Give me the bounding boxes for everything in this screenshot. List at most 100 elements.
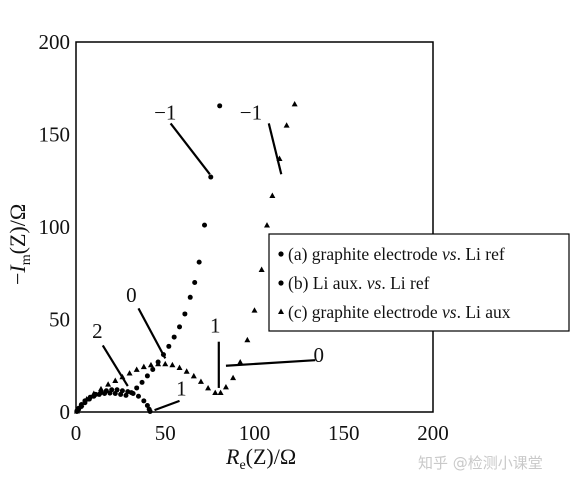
data-point-b	[103, 388, 109, 394]
data-point-a	[171, 334, 177, 340]
legend-box	[268, 233, 570, 332]
annotation-label: 1	[210, 313, 221, 337]
y-tick-label: 150	[39, 123, 71, 147]
data-point-b	[130, 391, 136, 396]
data-point-a	[144, 373, 150, 379]
annotation-label: 2	[92, 319, 103, 343]
data-point-a	[217, 103, 223, 109]
data-point-b	[125, 389, 131, 395]
data-point-a	[123, 392, 129, 398]
data-point-a	[196, 259, 202, 265]
annotation-leader-line	[101, 344, 129, 387]
data-point-c	[90, 390, 97, 396]
data-point-c	[222, 384, 229, 390]
data-point-c	[205, 384, 212, 391]
data-point-c	[133, 366, 140, 372]
y-tick-label: 100	[39, 215, 71, 239]
data-point-b	[87, 394, 93, 400]
data-point-c	[263, 222, 270, 228]
data-point-c	[217, 389, 224, 395]
series-layer	[73, 100, 298, 414]
data-point-a	[182, 311, 188, 317]
plot-area	[75, 41, 434, 413]
data-point-a	[202, 222, 208, 228]
annotation-leader-line	[137, 307, 167, 359]
data-point-a	[177, 324, 183, 330]
annotation-label: −1	[154, 101, 176, 125]
data-point-c	[258, 266, 265, 272]
data-point-c	[176, 364, 183, 370]
annotation-label: 0	[126, 283, 137, 307]
x-axis-title: Re(Z)/Ω	[225, 444, 296, 473]
data-point-a	[187, 294, 193, 300]
y-tick-label: 200	[39, 30, 71, 54]
data-point-b	[141, 398, 147, 404]
data-point-c	[283, 122, 290, 128]
data-point-c	[212, 389, 219, 395]
legend-label-b: (b) Li aux. vs. Li ref	[288, 273, 430, 293]
annotation-leader-line	[169, 122, 211, 175]
data-point-c	[183, 368, 190, 374]
data-point-a	[192, 280, 198, 285]
data-point-c	[147, 361, 154, 368]
data-point-c	[237, 359, 244, 365]
legend: (a) graphite electrode vs. Li ref (b) Li…	[268, 233, 570, 332]
data-point-c	[190, 372, 197, 379]
data-point-a	[139, 379, 145, 385]
data-point-b	[114, 387, 120, 393]
watermark: 知乎 @检测小课堂	[418, 454, 543, 472]
data-point-c	[269, 192, 276, 198]
legend-marker-b	[278, 280, 284, 286]
x-tick-label: 150	[328, 421, 360, 445]
series-c	[73, 100, 298, 414]
data-point-c	[162, 360, 169, 367]
x-tick-label: 50	[155, 421, 176, 445]
data-point-c	[105, 381, 112, 387]
data-point-a	[208, 174, 214, 180]
legend-marker-c	[278, 308, 284, 314]
data-point-c	[155, 360, 162, 367]
data-point-c	[140, 363, 147, 370]
annotation-label: 1	[176, 376, 187, 400]
data-point-c	[230, 374, 237, 381]
annotation-label: −1	[240, 101, 262, 125]
data-point-c	[251, 307, 258, 313]
data-point-c	[83, 396, 90, 402]
annotation-leader-line	[154, 399, 180, 412]
data-point-a	[150, 366, 156, 372]
data-point-b	[147, 408, 153, 414]
data-point-c	[73, 408, 80, 414]
x-tick-label: 200	[417, 421, 449, 445]
data-point-c	[291, 100, 298, 107]
x-tick-label: 0	[71, 421, 82, 445]
data-point-c	[78, 401, 85, 407]
data-point-a	[134, 385, 140, 391]
data-point-b	[144, 403, 150, 409]
legend-marker-a	[278, 251, 284, 257]
data-point-b	[135, 393, 141, 399]
data-point-b	[98, 390, 104, 396]
y-axis: 0 50 100 150 200 −Im(Z)/Ω	[5, 30, 70, 424]
data-point-a	[118, 391, 124, 397]
legend-label-c: (c) graphite electrode vs. Li aux	[288, 302, 511, 322]
data-point-c	[112, 377, 119, 383]
plot-frame	[75, 41, 434, 413]
annotation-leader-line	[267, 123, 283, 175]
data-point-c	[97, 385, 104, 392]
data-point-c	[126, 370, 133, 376]
data-point-a	[166, 343, 172, 349]
x-tick-label: 100	[239, 421, 271, 445]
data-point-a	[112, 391, 118, 396]
data-point-c	[197, 378, 204, 384]
y-tick-label: 50	[49, 308, 70, 332]
legend-label-a: (a) graphite electrode vs. Li ref	[288, 244, 505, 264]
annotation-label: 0	[314, 343, 325, 367]
data-point-b	[119, 388, 125, 394]
annotation-leader-line	[225, 359, 316, 367]
data-point-b	[109, 387, 115, 393]
series-a	[74, 103, 223, 414]
y-axis-title: −Im(Z)/Ω	[5, 204, 34, 285]
x-axis: 0 50 100 150 200 Re(Z)/Ω	[71, 421, 449, 473]
annotation-layer: −1 −102 101	[92, 101, 325, 412]
